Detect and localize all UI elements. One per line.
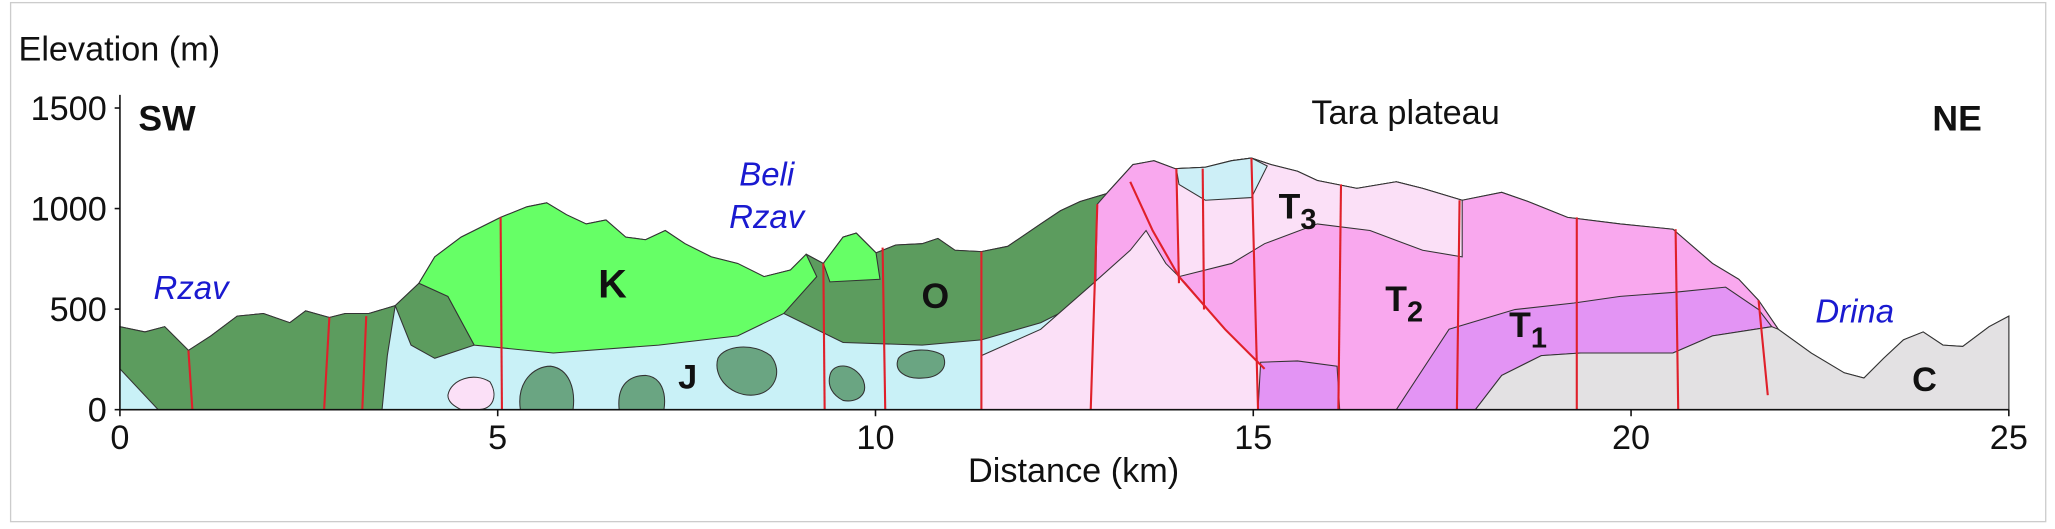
x-tick-label: 5: [488, 419, 507, 457]
y-tick-label: 500: [50, 291, 107, 329]
x-axis-label: Distance (km): [968, 452, 1179, 490]
x-tick-label: 25: [1990, 419, 2028, 457]
unit-k-small: [822, 232, 881, 283]
unit-sub: 1: [1531, 323, 1547, 355]
unit-k: [418, 202, 818, 354]
y-tick-label: 1000: [31, 190, 107, 228]
river-label: Rzav: [729, 198, 807, 235]
unit-label: C: [1912, 361, 1937, 399]
blob: [519, 365, 575, 411]
unit-label: K: [598, 263, 627, 307]
unit-label: T2: [1385, 279, 1423, 329]
unit-sub: 2: [1407, 296, 1423, 328]
unit-base: T: [1509, 305, 1531, 345]
ne-label: NE: [1932, 98, 1981, 138]
x-tick-label: 0: [110, 419, 129, 457]
river-label: Beli: [739, 156, 796, 193]
river-label: Rzav: [154, 269, 232, 306]
x-tick-label: 20: [1612, 419, 1650, 457]
unit-label: T3: [1279, 187, 1317, 237]
unit-base: T: [1279, 187, 1301, 227]
x-tick-label: 15: [1234, 419, 1272, 457]
unit-t1-lower: [1257, 360, 1341, 411]
unit-base: T: [1385, 279, 1407, 319]
blob: [618, 374, 666, 411]
geology: [119, 157, 2010, 411]
y-tick-label: 0: [88, 392, 107, 430]
blob: [896, 349, 945, 379]
y-axis-label: Elevation (m): [19, 31, 221, 69]
blob: [447, 376, 495, 411]
x-tick-label: 10: [856, 419, 894, 457]
unit-sub: 3: [1300, 204, 1316, 236]
tara-label: Tara plateau: [1311, 94, 1499, 132]
y-tick-label: 1500: [31, 90, 107, 128]
unit-label: T1: [1509, 305, 1547, 355]
river-label: Drina: [1815, 293, 1894, 330]
sw-label: SW: [138, 98, 196, 138]
unit-label: O: [921, 276, 949, 316]
blob: [828, 365, 865, 402]
blob: [716, 346, 778, 396]
unit-label: J: [678, 359, 697, 397]
faults: [187, 158, 1769, 410]
unit-c: [1474, 315, 2010, 411]
unit-cyan-top: [1175, 157, 1268, 201]
